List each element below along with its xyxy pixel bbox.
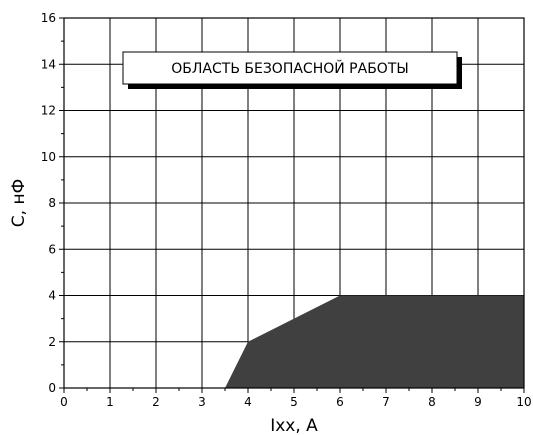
x-tick-label: 3 bbox=[198, 395, 206, 409]
x-tick-label: 5 bbox=[290, 395, 298, 409]
x-axis-label: Ixx, A bbox=[270, 416, 318, 435]
x-tick-label: 4 bbox=[244, 395, 252, 409]
y-tick-label: 12 bbox=[41, 104, 56, 118]
y-tick-label: 4 bbox=[48, 289, 56, 303]
y-tick-label: 10 bbox=[41, 150, 56, 164]
y-tick-label: 8 bbox=[48, 196, 56, 210]
y-tick-label: 6 bbox=[48, 242, 56, 256]
y-axis-label: C, нФ bbox=[9, 179, 29, 227]
x-tick-label: 7 bbox=[382, 395, 390, 409]
x-tick-label: 10 bbox=[516, 395, 531, 409]
annotation-box: ОБЛАСТЬ БЕЗОПАСНОЙ РАБОТЫ bbox=[122, 51, 462, 89]
safe-area-region bbox=[225, 295, 524, 388]
y-tick-label: 16 bbox=[41, 11, 56, 25]
y-axis: 0 2 4 6 8 10 12 14 16 bbox=[41, 11, 64, 395]
x-axis: 0 1 2 3 4 5 6 7 8 9 10 bbox=[60, 388, 532, 409]
x-tick-label: 6 bbox=[336, 395, 344, 409]
series-layer bbox=[225, 295, 524, 388]
x-tick-label: 2 bbox=[152, 395, 160, 409]
y-tick-label: 0 bbox=[48, 381, 56, 395]
x-tick-label: 8 bbox=[428, 395, 436, 409]
x-tick-label: 1 bbox=[106, 395, 114, 409]
annotation-panel bbox=[122, 51, 458, 85]
annotation-text: ОБЛАСТЬ БЕЗОПАСНОЙ РАБОТЫ bbox=[171, 59, 408, 77]
x-tick-label: 9 bbox=[474, 395, 482, 409]
y-tick-label: 14 bbox=[41, 57, 56, 71]
y-tick-label: 2 bbox=[48, 335, 56, 349]
x-tick-label: 0 bbox=[60, 395, 68, 409]
